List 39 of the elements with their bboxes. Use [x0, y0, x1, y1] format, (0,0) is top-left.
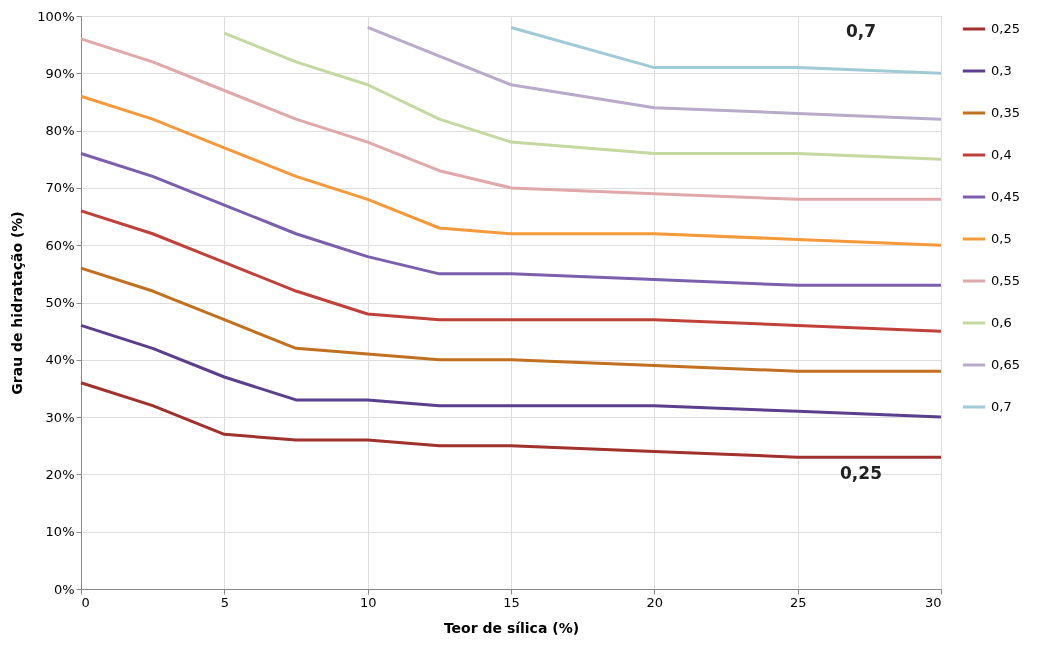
- legend-label: 0,3: [991, 63, 1012, 78]
- legend-label: 0,45: [991, 189, 1020, 204]
- legend-label: 0,55: [991, 273, 1020, 288]
- x-tick-label: 5: [220, 594, 229, 610]
- x-axis-title: Teor de sílica (%): [443, 619, 580, 636]
- annotation: 0,7: [845, 21, 877, 41]
- x-tick-label: 10: [359, 594, 377, 610]
- y-tick-label: 50%: [45, 295, 75, 310]
- y-axis-title: Grau de hidratação (%): [9, 211, 26, 395]
- y-tick-label: 90%: [45, 65, 75, 81]
- y-tick-label: 0%: [53, 581, 75, 597]
- legend-label: 0,65: [991, 357, 1020, 372]
- legend-label: 0,35: [991, 105, 1020, 120]
- y-tick-label: 70%: [45, 180, 75, 196]
- x-tick-label: 20: [646, 594, 664, 610]
- line-series: [79, 323, 943, 419]
- y-tick-label: 100%: [37, 8, 75, 24]
- legend-label: 0,5: [991, 231, 1012, 246]
- line-series: [79, 266, 943, 373]
- y-tick-label: 10%: [45, 524, 75, 540]
- y-tick-label: 40%: [45, 352, 75, 368]
- y-tick-label: 30%: [45, 409, 75, 425]
- legend-label: 0,7: [991, 399, 1012, 414]
- legend-label: 0,6: [991, 315, 1012, 330]
- y-tick-label: 20%: [45, 466, 75, 482]
- x-tick-label: 0: [81, 594, 90, 610]
- x-tick-label: 15: [503, 594, 520, 610]
- x-tick-label: 25: [789, 594, 807, 610]
- line-series: [366, 25, 943, 121]
- legend-label: 0,25: [991, 21, 1020, 36]
- line-series: [79, 381, 943, 459]
- line-series: [79, 152, 943, 287]
- annotation: 0,25: [840, 463, 882, 483]
- y-tick-label: 60%: [45, 237, 75, 253]
- y-tick-label: 80%: [45, 123, 75, 139]
- line-series: [79, 94, 943, 247]
- line-series: [79, 209, 943, 333]
- x-tick-label: 30: [924, 594, 942, 610]
- legend-label: 0,4: [991, 147, 1012, 162]
